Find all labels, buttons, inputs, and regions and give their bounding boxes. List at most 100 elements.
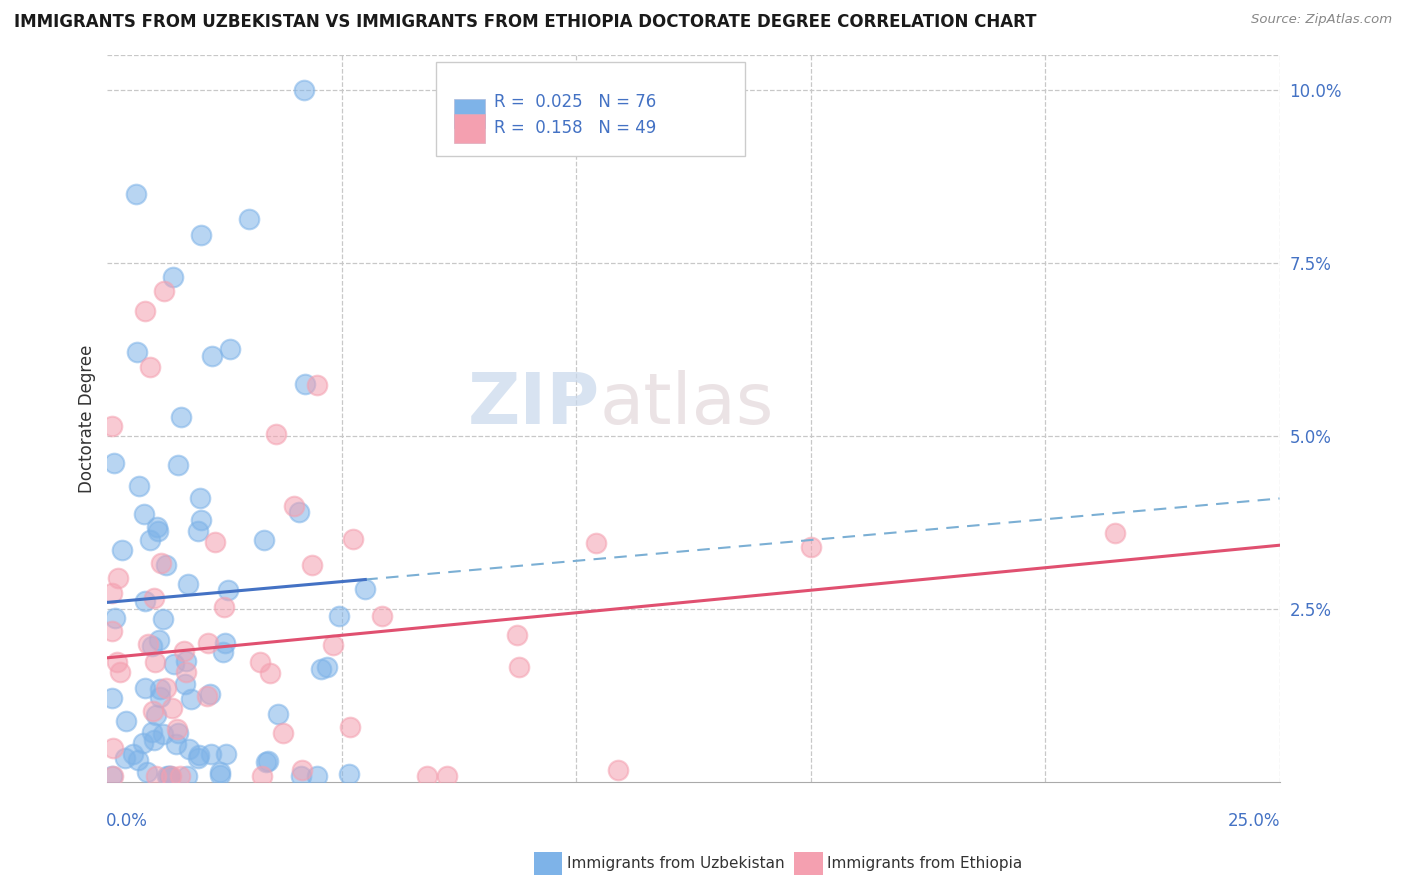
- Point: [212, 645, 235, 659]
- Point: [315, 659, 337, 673]
- Point: [114, 714, 136, 728]
- Point: [800, 540, 823, 554]
- Point: [201, 349, 224, 363]
- Point: [264, 426, 287, 441]
- Point: [162, 269, 184, 284]
- Point: [337, 766, 360, 780]
- Point: [122, 747, 145, 762]
- Point: [124, 186, 146, 201]
- Point: [177, 577, 200, 591]
- Point: [111, 543, 134, 558]
- Point: [145, 768, 167, 782]
- Text: Immigrants from Uzbekistan: Immigrants from Uzbekistan: [567, 856, 785, 871]
- Point: [354, 582, 377, 596]
- Point: [142, 704, 165, 718]
- Point: [166, 722, 188, 736]
- Point: [101, 419, 124, 434]
- Point: [176, 768, 198, 782]
- Point: [131, 735, 153, 749]
- Point: [415, 768, 437, 782]
- Text: 0.0%: 0.0%: [107, 812, 148, 830]
- Point: [165, 737, 187, 751]
- Point: [238, 212, 260, 227]
- Point: [190, 228, 212, 243]
- Point: [200, 747, 222, 761]
- Point: [249, 655, 271, 669]
- Point: [105, 655, 128, 669]
- Point: [188, 747, 211, 762]
- Point: [127, 754, 149, 768]
- Point: [157, 768, 180, 782]
- Point: [607, 763, 630, 777]
- Point: [146, 524, 169, 538]
- Text: Immigrants from Ethiopia: Immigrants from Ethiopia: [827, 856, 1022, 871]
- Point: [322, 638, 344, 652]
- Point: [290, 768, 312, 782]
- Point: [506, 628, 529, 642]
- Point: [288, 505, 311, 519]
- Text: Source: ZipAtlas.com: Source: ZipAtlas.com: [1251, 13, 1392, 27]
- Point: [163, 657, 186, 671]
- Point: [107, 570, 129, 584]
- Point: [294, 377, 316, 392]
- Point: [125, 345, 148, 359]
- Point: [305, 768, 328, 782]
- Point: [342, 533, 364, 547]
- Point: [301, 558, 323, 573]
- Point: [134, 593, 156, 607]
- Point: [328, 608, 350, 623]
- Point: [292, 83, 315, 97]
- Point: [267, 707, 290, 722]
- Point: [174, 654, 197, 668]
- Point: [209, 768, 232, 782]
- Point: [128, 479, 150, 493]
- Point: [309, 662, 332, 676]
- Point: [257, 754, 280, 768]
- Point: [101, 690, 124, 705]
- Point: [339, 720, 361, 734]
- Text: atlas: atlas: [600, 370, 775, 439]
- Point: [152, 726, 174, 740]
- Point: [146, 520, 169, 534]
- Point: [174, 665, 197, 679]
- Point: [166, 726, 188, 740]
- Point: [138, 359, 160, 374]
- Point: [252, 533, 274, 547]
- Point: [254, 755, 277, 769]
- Point: [179, 742, 201, 756]
- Point: [101, 740, 124, 755]
- Y-axis label: Doctorate Degree: Doctorate Degree: [79, 344, 96, 493]
- Point: [141, 640, 163, 654]
- Point: [148, 632, 170, 647]
- Point: [371, 609, 394, 624]
- Point: [214, 747, 236, 762]
- Point: [169, 768, 191, 782]
- Point: [291, 763, 314, 777]
- Point: [180, 692, 202, 706]
- Point: [155, 768, 177, 782]
- Point: [170, 409, 193, 424]
- Point: [174, 677, 197, 691]
- Point: [134, 304, 156, 318]
- Point: [103, 457, 125, 471]
- Point: [585, 535, 607, 549]
- Point: [217, 582, 239, 597]
- Point: [198, 687, 221, 701]
- Point: [197, 636, 219, 650]
- Point: [167, 458, 190, 472]
- Point: [271, 725, 294, 739]
- Point: [508, 660, 530, 674]
- Point: [104, 611, 127, 625]
- Text: R =  0.025   N = 76: R = 0.025 N = 76: [494, 93, 655, 112]
- Text: IMMIGRANTS FROM UZBEKISTAN VS IMMIGRANTS FROM ETHIOPIA DOCTORATE DEGREE CORRELAT: IMMIGRANTS FROM UZBEKISTAN VS IMMIGRANTS…: [14, 13, 1036, 31]
- Point: [219, 342, 242, 356]
- Point: [159, 768, 181, 782]
- Point: [204, 535, 226, 549]
- Point: [135, 765, 157, 780]
- Point: [101, 768, 124, 782]
- Point: [134, 681, 156, 695]
- Point: [209, 764, 232, 779]
- Point: [307, 377, 329, 392]
- Point: [101, 586, 124, 600]
- Point: [141, 725, 163, 739]
